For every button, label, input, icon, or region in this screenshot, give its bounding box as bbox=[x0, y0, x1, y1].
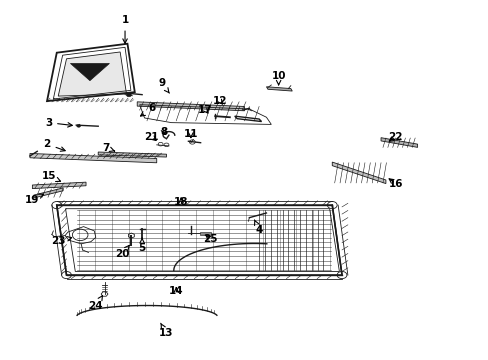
Text: 12: 12 bbox=[212, 96, 227, 106]
Text: 9: 9 bbox=[158, 78, 169, 93]
Text: 19: 19 bbox=[25, 194, 43, 205]
Polygon shape bbox=[70, 63, 109, 81]
Text: 10: 10 bbox=[271, 71, 285, 85]
Polygon shape bbox=[58, 52, 126, 96]
Text: 23: 23 bbox=[51, 236, 72, 246]
Text: 1: 1 bbox=[121, 15, 128, 43]
Text: 18: 18 bbox=[174, 197, 188, 207]
Polygon shape bbox=[331, 162, 385, 184]
Text: 20: 20 bbox=[115, 246, 130, 258]
Polygon shape bbox=[137, 102, 244, 111]
Polygon shape bbox=[199, 232, 211, 234]
Text: 15: 15 bbox=[42, 171, 61, 181]
Polygon shape bbox=[32, 182, 86, 189]
Text: 13: 13 bbox=[159, 323, 173, 338]
Polygon shape bbox=[380, 138, 417, 147]
Text: 7: 7 bbox=[102, 143, 115, 153]
Polygon shape bbox=[98, 152, 166, 157]
Text: 6: 6 bbox=[140, 103, 155, 116]
Text: 25: 25 bbox=[203, 234, 217, 244]
Text: 24: 24 bbox=[88, 296, 103, 311]
Circle shape bbox=[126, 93, 131, 97]
Text: 11: 11 bbox=[183, 129, 198, 139]
Polygon shape bbox=[30, 153, 157, 163]
Circle shape bbox=[77, 125, 81, 127]
Text: 17: 17 bbox=[198, 105, 212, 115]
Text: 22: 22 bbox=[387, 132, 402, 142]
Text: 14: 14 bbox=[168, 286, 183, 296]
Text: 3: 3 bbox=[45, 118, 72, 128]
Polygon shape bbox=[34, 188, 63, 198]
Polygon shape bbox=[266, 87, 292, 91]
Text: 21: 21 bbox=[144, 132, 159, 142]
Text: 5: 5 bbox=[138, 238, 145, 253]
Text: 4: 4 bbox=[254, 220, 262, 235]
Text: 8: 8 bbox=[160, 127, 167, 136]
Text: 16: 16 bbox=[387, 179, 402, 189]
Text: 2: 2 bbox=[43, 139, 65, 151]
